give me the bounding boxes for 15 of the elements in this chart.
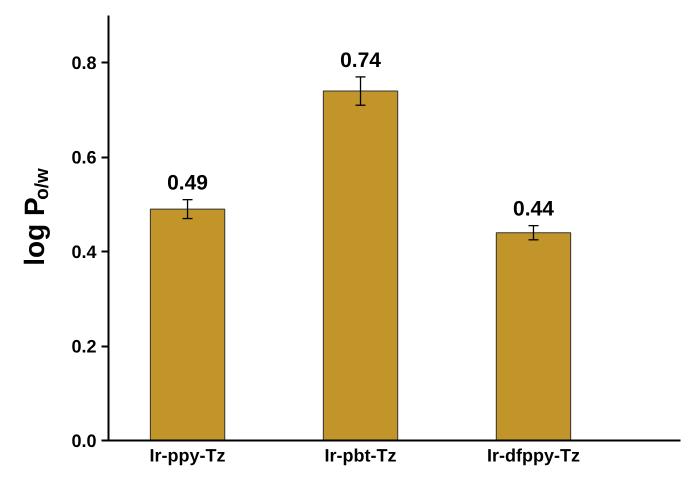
bar: [150, 208, 226, 440]
y-tick-label: 0.6: [71, 148, 97, 168]
y-tick-label: 0.8: [71, 53, 97, 74]
x-tick-label: Ir-pbt-Tz: [324, 446, 397, 466]
data-label: 0.44: [513, 198, 554, 221]
bar: [496, 232, 572, 440]
y-tick-label: 0.2: [71, 336, 97, 357]
y-axis-title: log Po/w: [19, 168, 53, 266]
data-label: 0.74: [340, 48, 382, 72]
bar: [322, 90, 398, 440]
y-tick-label: 0.0: [71, 431, 97, 451]
y-tick-label: 0.4: [71, 242, 97, 262]
x-tick-label: Ir-ppy-Tz: [150, 446, 226, 466]
data-label: 0.49: [167, 172, 208, 195]
x-tick-label: Ir-dfppy-Tz: [486, 446, 580, 466]
